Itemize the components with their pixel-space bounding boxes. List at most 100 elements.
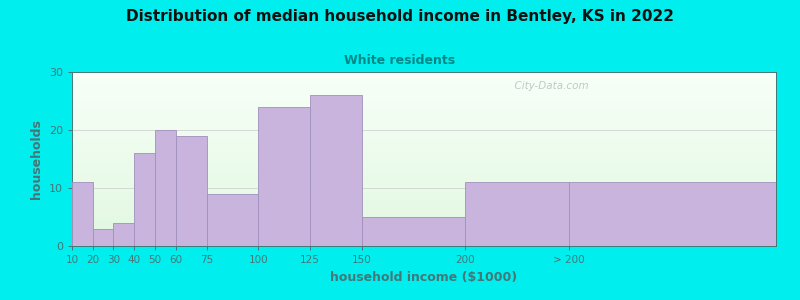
Bar (72, 219, 776, 220)
Bar (72, 89, 776, 90)
Bar (72, 163, 776, 164)
Bar (72, 74, 776, 75)
Bar (72, 92, 776, 93)
Bar (72, 82, 776, 83)
Bar (72, 223, 776, 224)
Bar (72, 202, 776, 203)
Bar (72, 225, 776, 226)
Bar (310, 95, 362, 246)
Bar (72, 179, 776, 180)
Bar (72, 199, 776, 200)
Bar (72, 119, 776, 120)
Bar (72, 146, 776, 147)
Bar (72, 207, 776, 208)
Bar (72, 158, 776, 159)
Bar (72, 150, 776, 151)
Bar (72, 178, 776, 179)
Bar (72, 143, 776, 144)
Bar (72, 202, 776, 203)
Bar (72, 166, 776, 167)
Bar (72, 82, 776, 83)
Bar (72, 242, 776, 243)
Bar (72, 85, 776, 86)
Bar (72, 145, 776, 146)
Bar (72, 81, 776, 82)
Bar (72, 102, 776, 103)
Bar (72, 130, 776, 131)
Bar (72, 173, 776, 174)
Bar (72, 180, 776, 181)
Bar (72, 96, 776, 97)
Bar (72, 218, 776, 219)
Bar (72, 151, 776, 152)
Bar (72, 154, 776, 155)
Bar (72, 211, 776, 212)
Bar (72, 208, 776, 209)
Bar (72, 198, 776, 199)
Bar (72, 186, 776, 187)
Bar (72, 231, 776, 232)
Bar (72, 188, 776, 189)
Bar (72, 222, 776, 223)
Bar (72, 168, 776, 169)
Bar (72, 164, 776, 165)
Bar (72, 121, 776, 122)
Bar (72, 148, 776, 149)
Text: City-Data.com: City-Data.com (509, 81, 589, 91)
Bar (72, 174, 776, 175)
Bar (72, 227, 776, 228)
Bar (72, 237, 776, 238)
Bar (72, 182, 776, 183)
Bar (72, 129, 776, 130)
Bar (72, 113, 776, 114)
Bar (72, 162, 776, 163)
Bar (72, 90, 776, 91)
Bar (72, 87, 776, 88)
Bar (72, 239, 776, 240)
Bar (72, 187, 776, 188)
Bar (72, 161, 776, 162)
Bar (258, 107, 310, 246)
Bar (72, 182, 93, 246)
Bar (72, 106, 776, 107)
Bar (72, 152, 776, 153)
Bar (72, 169, 776, 170)
Bar (72, 244, 776, 245)
Bar (72, 153, 776, 154)
Bar (72, 226, 776, 227)
Bar (72, 189, 776, 190)
Bar (72, 238, 776, 239)
Bar (72, 165, 776, 166)
Bar (72, 175, 776, 176)
Bar (72, 139, 776, 140)
Bar (72, 91, 776, 92)
Bar (72, 184, 776, 185)
Bar (93, 229, 114, 246)
Bar (72, 196, 776, 197)
Bar (72, 88, 776, 89)
Bar (72, 193, 776, 194)
Bar (72, 233, 776, 234)
Bar (72, 185, 776, 186)
Bar (72, 122, 776, 123)
Bar (72, 124, 776, 125)
Bar (569, 182, 776, 246)
Bar (362, 217, 466, 246)
Bar (72, 147, 776, 148)
Bar (72, 236, 776, 237)
Bar (72, 205, 776, 206)
Bar (72, 98, 776, 99)
Bar (72, 216, 776, 217)
Bar (206, 194, 258, 246)
Bar (72, 114, 776, 115)
Bar (72, 209, 776, 210)
Bar (72, 177, 776, 178)
Bar (72, 112, 776, 113)
Bar (72, 221, 776, 222)
Bar (466, 182, 569, 246)
Bar (72, 100, 776, 101)
Bar (72, 229, 776, 230)
Bar (72, 99, 776, 100)
Bar (72, 75, 776, 76)
Bar (72, 232, 776, 233)
